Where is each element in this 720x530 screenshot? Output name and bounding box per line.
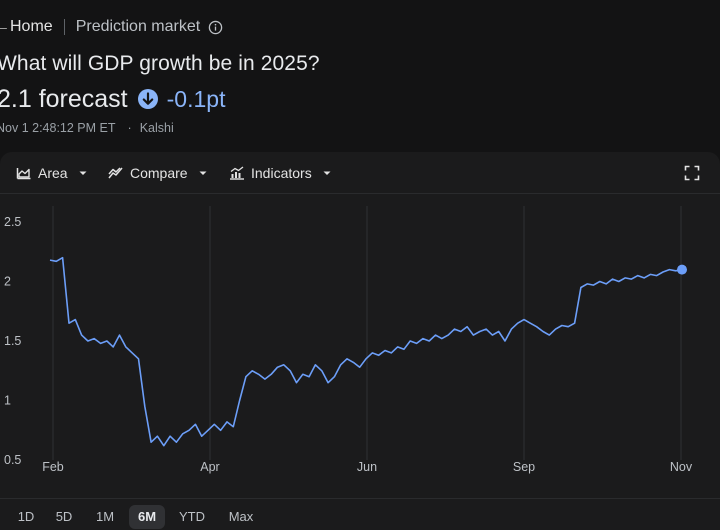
breadcrumb-section: Prediction market xyxy=(75,18,201,35)
source-label: Kalshi xyxy=(139,121,174,135)
x-tick-label: Feb xyxy=(42,460,64,474)
indicators-label: Indicators xyxy=(251,165,312,181)
info-icon[interactable] xyxy=(208,20,223,35)
series-line xyxy=(49,256,683,447)
x-tick-label: Jun xyxy=(357,460,377,474)
line-chart: Feb Apr Jun Sep Nov 0.5 1 1.5 2 2.5 xyxy=(4,206,693,474)
compare-label: Compare xyxy=(130,165,188,181)
area-chart-label: Area xyxy=(38,165,68,181)
chart-toolbar: Area Compare Indicators xyxy=(0,152,720,194)
range-5d[interactable]: 5D xyxy=(55,509,73,524)
x-tick-label: Apr xyxy=(200,460,219,474)
breadcrumb: ← Home Prediction market xyxy=(0,16,223,38)
x-tick-label: Sep xyxy=(513,460,535,474)
range-1d[interactable]: 1D xyxy=(17,509,35,524)
y-tick-label: 1.5 xyxy=(4,334,21,348)
range-max[interactable]: Max xyxy=(228,509,254,524)
x-tick-label: Nov xyxy=(670,460,693,474)
forecast-value-row: 2.1 forecast -0.1pt xyxy=(0,84,225,114)
forecast-change: -0.1pt xyxy=(166,85,226,112)
forecast-value: 2.1 forecast xyxy=(0,84,128,113)
breadcrumb-home-link[interactable]: Home xyxy=(10,18,53,35)
range-selector: 1D 5D 1M 6M YTD Max xyxy=(0,498,720,530)
y-tick-label: 1 xyxy=(4,394,11,408)
compare-button[interactable]: Compare xyxy=(108,158,208,188)
range-1m[interactable]: 1M xyxy=(95,509,115,524)
latest-point-marker[interactable] xyxy=(677,264,687,275)
timestamp: Nov 1 2:48:12 PM ET xyxy=(0,121,116,135)
timestamp-row: Nov 1 2:48:12 PM ET · Kalshi xyxy=(0,121,174,135)
indicators-button[interactable]: Indicators xyxy=(229,158,332,188)
page-title: What will GDP growth be in 2025? xyxy=(0,52,320,75)
range-6m[interactable]: 6M xyxy=(129,505,165,529)
y-tick-label: 0.5 xyxy=(4,453,21,467)
y-tick-label: 2 xyxy=(4,275,11,289)
caret-down-icon xyxy=(78,168,88,178)
back-arrow-icon[interactable]: ← xyxy=(0,18,8,35)
chart-plot-area: Feb Apr Jun Sep Nov 0.5 1 1.5 2 2.5 xyxy=(0,194,720,492)
breadcrumb-separator xyxy=(63,19,65,35)
chart-card: Area Compare Indicators xyxy=(0,152,720,530)
caret-down-icon xyxy=(198,168,208,178)
area-chart-icon xyxy=(16,165,32,181)
fullscreen-icon[interactable] xyxy=(684,165,700,181)
arrow-down-circle-icon xyxy=(137,88,159,110)
caret-down-icon xyxy=(322,168,332,178)
meta-separator-dot: · xyxy=(127,121,132,135)
range-ytd[interactable]: YTD xyxy=(179,509,205,524)
indicators-icon xyxy=(229,165,245,181)
area-chart-button[interactable]: Area xyxy=(16,158,88,188)
y-tick-label: 2.5 xyxy=(4,215,21,229)
compare-icon xyxy=(108,165,124,181)
